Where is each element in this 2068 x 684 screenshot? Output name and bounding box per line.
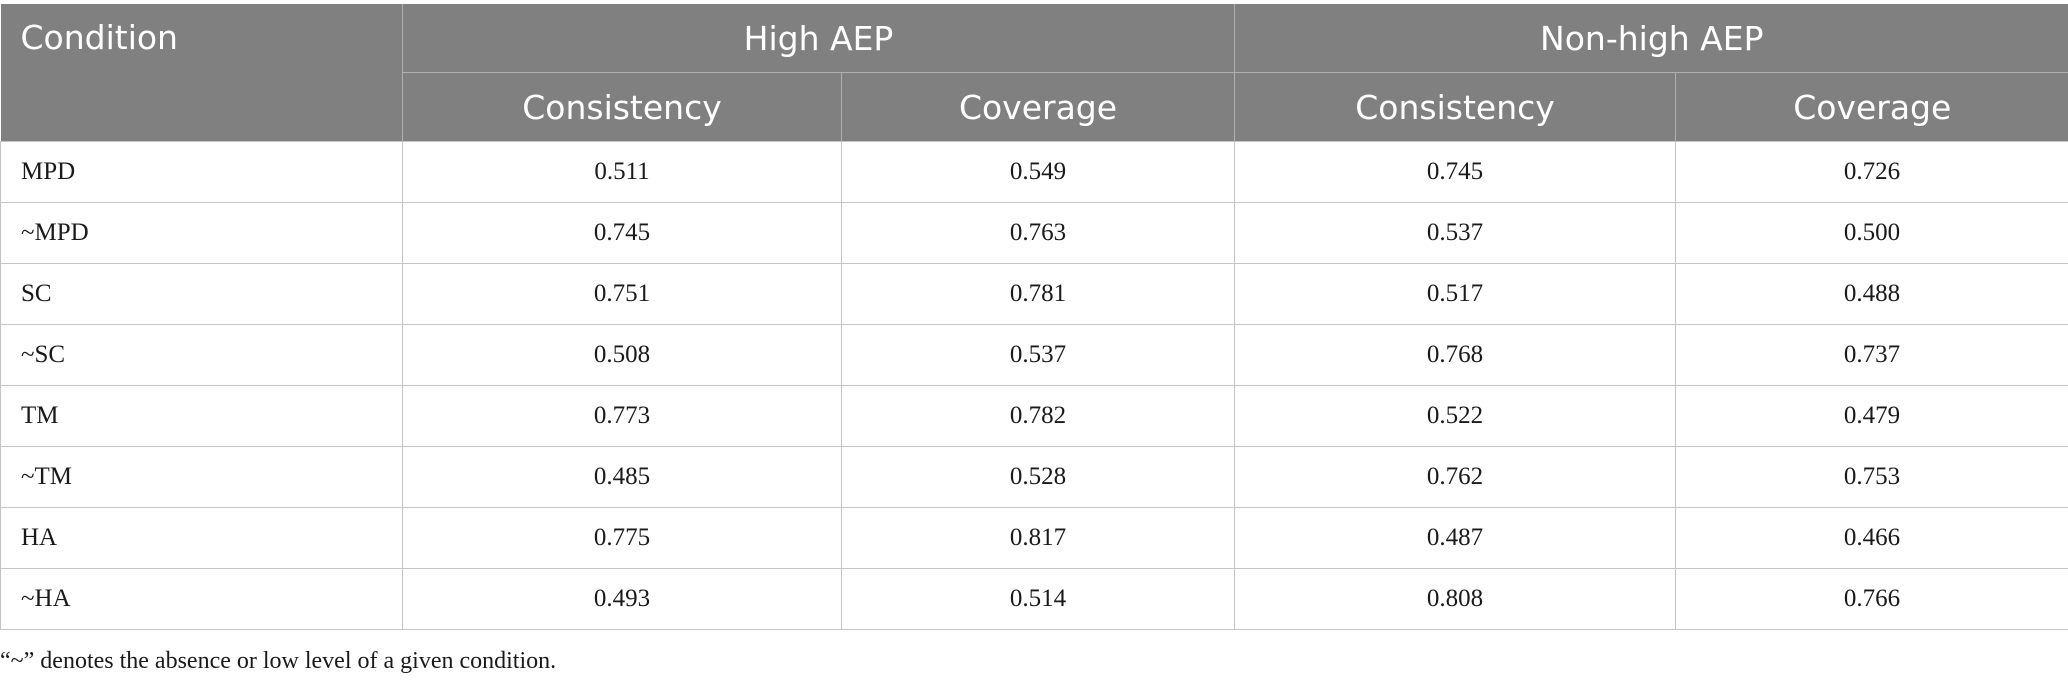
table-row: ~MPD 0.745 0.763 0.537 0.500 (0, 202, 2068, 264)
table-row: MPD 0.511 0.549 0.745 0.726 (0, 141, 2068, 203)
cell-nonhigh-coverage: 0.488 (1675, 263, 2068, 325)
table-row: SC 0.751 0.781 0.517 0.488 (0, 263, 2068, 325)
row-condition: MPD (0, 141, 403, 203)
row-condition: ~SC (0, 324, 403, 386)
cell-high-consistency: 0.773 (402, 385, 842, 447)
cell-nonhigh-coverage: 0.753 (1675, 446, 2068, 508)
results-table-container: Condition High AEP Non-high AEP Consiste… (0, 4, 2068, 630)
cell-high-coverage: 0.781 (840, 263, 1235, 325)
cell-nonhigh-coverage: 0.737 (1675, 324, 2068, 386)
cell-nonhigh-consistency: 0.762 (1234, 446, 1676, 508)
cell-high-coverage: 0.817 (840, 507, 1235, 569)
cell-high-coverage: 0.763 (840, 202, 1235, 264)
cell-high-consistency: 0.511 (402, 141, 842, 203)
cell-nonhigh-consistency: 0.517 (1234, 263, 1676, 325)
header-condition: Condition (0, 4, 403, 142)
header-nonhigh-consistency: Consistency (1234, 72, 1677, 142)
condition-table: Condition High AEP Non-high AEP Consiste… (0, 4, 2068, 630)
cell-high-consistency: 0.745 (402, 202, 842, 264)
cell-nonhigh-consistency: 0.537 (1234, 202, 1676, 264)
cell-nonhigh-consistency: 0.745 (1234, 141, 1676, 203)
cell-high-consistency: 0.751 (402, 263, 842, 325)
table-body: MPD 0.511 0.549 0.745 0.726 ~MPD 0.745 0… (0, 141, 2068, 630)
table-row: HA 0.775 0.817 0.487 0.466 (0, 507, 2068, 569)
cell-high-coverage: 0.514 (840, 568, 1235, 630)
header-group-high-aep: High AEP (402, 4, 1236, 73)
header-group-non-high-aep: Non-high AEP (1234, 4, 2068, 73)
cell-high-coverage: 0.528 (840, 446, 1235, 508)
cell-nonhigh-coverage: 0.766 (1675, 568, 2068, 630)
table-row: ~TM 0.485 0.528 0.762 0.753 (0, 446, 2068, 508)
row-condition: SC (0, 263, 403, 325)
cell-nonhigh-coverage: 0.466 (1675, 507, 2068, 569)
cell-nonhigh-coverage: 0.479 (1675, 385, 2068, 447)
cell-nonhigh-consistency: 0.808 (1234, 568, 1676, 630)
cell-high-consistency: 0.775 (402, 507, 842, 569)
cell-high-consistency: 0.485 (402, 446, 842, 508)
table-row: ~HA 0.493 0.514 0.808 0.766 (0, 568, 2068, 630)
header-high-coverage: Coverage (841, 72, 1236, 142)
header-high-consistency: Consistency (402, 72, 842, 142)
cell-nonhigh-coverage: 0.726 (1675, 141, 2068, 203)
table-header: Condition High AEP Non-high AEP Consiste… (0, 4, 2068, 142)
cell-nonhigh-consistency: 0.487 (1234, 507, 1676, 569)
table-row: TM 0.773 0.782 0.522 0.479 (0, 385, 2068, 447)
row-condition: ~TM (0, 446, 403, 508)
cell-nonhigh-consistency: 0.522 (1234, 385, 1676, 447)
cell-nonhigh-coverage: 0.500 (1675, 202, 2068, 264)
row-condition: HA (0, 507, 403, 569)
row-condition: TM (0, 385, 403, 447)
header-nonhigh-coverage: Coverage (1675, 72, 2068, 142)
cell-high-consistency: 0.508 (402, 324, 842, 386)
cell-nonhigh-consistency: 0.768 (1234, 324, 1676, 386)
row-condition: ~MPD (0, 202, 403, 264)
cell-high-coverage: 0.537 (840, 324, 1235, 386)
cell-high-consistency: 0.493 (402, 568, 842, 630)
row-condition: ~HA (0, 568, 403, 630)
table-row: ~SC 0.508 0.537 0.768 0.737 (0, 324, 2068, 386)
cell-high-coverage: 0.549 (840, 141, 1235, 203)
cell-high-coverage: 0.782 (840, 385, 1235, 447)
table-footnote: “~” denotes the absence or low level of … (0, 648, 557, 674)
